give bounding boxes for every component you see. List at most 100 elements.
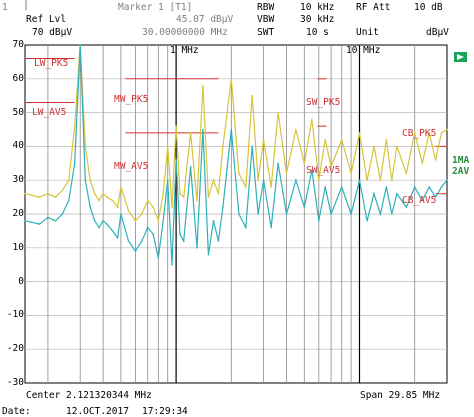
trace-point <box>175 159 177 161</box>
trace-point <box>140 213 143 215</box>
trace-point <box>212 179 215 181</box>
y-tick-label: 40 <box>12 140 24 152</box>
trace-point <box>222 206 224 209</box>
trace-point <box>68 179 70 181</box>
trace-point <box>324 186 326 188</box>
trace-point <box>303 206 306 209</box>
trace-point <box>179 233 181 236</box>
trace-point <box>102 192 104 195</box>
trace-point <box>358 132 361 134</box>
trace-point <box>68 199 70 202</box>
trace-point <box>379 213 382 215</box>
trace-point <box>171 263 173 266</box>
trace-point <box>24 219 26 222</box>
trace-point <box>270 186 272 188</box>
vbw-value: 30 kHz <box>300 14 335 25</box>
trace-point <box>84 145 87 148</box>
trace-point <box>84 179 87 181</box>
trace-point <box>311 169 313 171</box>
trace-point <box>162 192 164 195</box>
trace-point <box>350 172 352 175</box>
ref-level-value: 70 dBµV <box>32 27 73 38</box>
trace-point <box>222 145 224 148</box>
trace-point <box>152 206 154 209</box>
trace-point <box>47 216 49 219</box>
rbw-value: 10 kHz <box>300 2 335 13</box>
trace-point <box>440 132 443 134</box>
trace-point <box>277 111 279 114</box>
trace-point <box>166 145 169 148</box>
trace-point <box>413 186 416 188</box>
y-tick-label: -30 <box>6 377 24 388</box>
trace-point <box>189 165 192 168</box>
trace-point <box>182 196 185 198</box>
trace-point <box>295 179 297 181</box>
trace-point <box>428 186 431 188</box>
trace-point <box>38 223 41 225</box>
trace-point <box>61 189 64 192</box>
unit-label: Unit <box>356 27 379 38</box>
trace-point <box>311 118 313 121</box>
trace-point <box>212 219 215 222</box>
trace-point <box>24 192 26 195</box>
trace-point <box>106 196 108 198</box>
trace-point <box>127 209 130 212</box>
grid <box>24 44 448 384</box>
trace-point <box>446 128 448 131</box>
trace-point <box>98 199 100 202</box>
time-value: 17:29:34 <box>142 406 188 417</box>
ref-level-label: Ref Lvl <box>26 14 67 25</box>
limit-label-lw-av: LW_AV5 <box>32 107 67 118</box>
trace-point <box>140 240 143 242</box>
trace-point <box>413 132 416 134</box>
trace-point <box>366 179 368 181</box>
trace-point <box>390 179 393 181</box>
limit-label-cb-av: CB_AV5 <box>402 195 437 206</box>
trace-point <box>366 219 368 222</box>
date-value: 12.OCT.2017 <box>66 406 129 417</box>
trace-point <box>54 196 57 198</box>
trace-point <box>428 132 431 134</box>
trace-point <box>38 196 41 198</box>
trace-point <box>189 132 192 134</box>
trace-point <box>251 94 254 97</box>
y-tick-label: 50 <box>12 106 24 118</box>
trace-point <box>318 179 320 181</box>
y-tick-label: 20 <box>12 208 24 219</box>
trace-point <box>61 213 64 215</box>
trace-point <box>171 206 173 209</box>
trace-point <box>217 192 220 195</box>
trace-point <box>157 219 160 222</box>
trace-point <box>157 257 160 259</box>
y-tick-label: 60 <box>12 72 24 84</box>
trace-point <box>98 226 100 229</box>
trace-point <box>270 226 272 229</box>
vbw-label: VBW <box>257 14 275 25</box>
trace-point <box>111 230 114 232</box>
trace-point <box>434 196 437 198</box>
trace-point <box>134 219 137 222</box>
trace-point <box>166 179 169 181</box>
limit-label-sw-av: SW_AV5 <box>306 165 341 176</box>
trace-point <box>440 186 443 188</box>
header-panel <box>0 0 474 34</box>
trace-point <box>102 219 104 222</box>
limit-label-lw-pk: LW_PK5 <box>34 58 69 69</box>
rfatt-label: RF Att <box>356 2 391 13</box>
trace-point <box>285 172 288 175</box>
trace-point <box>350 213 352 215</box>
trace-point <box>238 172 240 175</box>
y-tick-label: 70 <box>12 39 24 50</box>
trace-point <box>73 125 76 127</box>
trace-point <box>330 213 332 215</box>
trace-point <box>318 219 320 222</box>
trace-point <box>134 250 137 252</box>
trace-point <box>446 179 448 181</box>
trace-point <box>373 192 375 195</box>
trace-point <box>245 186 247 188</box>
trace-point <box>257 213 259 215</box>
trace-point <box>127 240 130 242</box>
trace-point <box>116 236 119 239</box>
trace-point <box>202 128 204 131</box>
